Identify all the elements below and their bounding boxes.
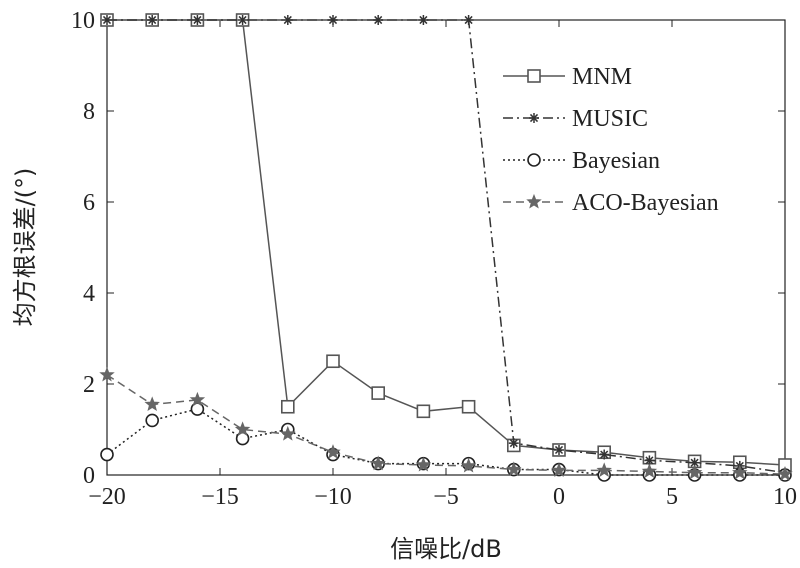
axis-ticks: −20 −15 −10 −5 0 5 10 0 2 4 6 8 10: [71, 8, 797, 510]
series-line-music: [107, 19, 786, 474]
asterisk-stroke: [102, 15, 112, 25]
data-point-mnm: [326, 354, 340, 369]
asterisk-stroke: [464, 15, 473, 25]
data-point-aco-bayesian: [460, 457, 477, 473]
y-axis-label: 均方根误差/(°): [11, 168, 39, 327]
asterisk-stroke: [554, 445, 564, 455]
data-point-aco-bayesian: [641, 463, 658, 478]
data-point-music: [237, 15, 248, 25]
x-tick-label: −10: [314, 484, 352, 510]
data-point-aco-bayesian: [325, 444, 341, 459]
data-point-music: [689, 457, 700, 468]
asterisk-stroke: [645, 456, 654, 465]
legend-box: [498, 55, 775, 225]
data-point-aco-bayesian: [144, 396, 160, 412]
legend-marker-mnm: [527, 69, 541, 83]
data-point-music: [192, 15, 203, 25]
y-tick-label: 6: [83, 190, 95, 216]
series-line-aco-bayesian: [106, 374, 786, 475]
legend-label-bayesian: Bayesian: [572, 148, 660, 174]
x-axis-label: 信噪比/dB: [390, 535, 502, 563]
asterisk-stroke: [148, 15, 157, 25]
data-point-aco-bayesian: [415, 456, 432, 472]
asterisk-stroke: [238, 15, 247, 25]
data-point-aco-bayesian: [686, 464, 703, 480]
asterisk-stroke: [690, 458, 699, 467]
y-tick-label: 2: [83, 372, 95, 398]
data-point-aco-bayesian: [596, 462, 612, 478]
data-point-music: [102, 15, 112, 25]
data-point-music: [463, 15, 474, 25]
data-point-aco-bayesian: [234, 421, 251, 437]
legend-label-mnm: MNM: [572, 64, 632, 90]
data-point-aco-bayesian: [280, 425, 296, 441]
legend-marker-music: [529, 113, 539, 123]
legend-label-music: MUSIC: [572, 106, 648, 132]
asterisk-stroke: [419, 15, 428, 25]
x-tick-label: 0: [553, 484, 565, 510]
data-point-bayesian: [145, 413, 159, 428]
data-point-music: [373, 15, 384, 25]
y-tick-label: 4: [83, 281, 95, 307]
data-point-aco-bayesian: [506, 461, 522, 477]
data-point-music: [554, 444, 564, 455]
asterisk-stroke: [529, 113, 539, 123]
data-point-mnm: [371, 386, 386, 400]
x-tick-label: 5: [666, 484, 678, 510]
data-point-mnm: [416, 404, 431, 419]
series-layer: [99, 13, 793, 482]
data-point-aco-bayesian: [370, 455, 386, 471]
asterisk-stroke: [193, 15, 202, 25]
data-point-music: [282, 15, 293, 25]
legend-label-aco-bayesian: ACO-Bayesian: [572, 190, 719, 216]
data-point-aco-bayesian: [189, 391, 206, 407]
data-point-aco-bayesian: [777, 465, 793, 481]
legend: MNM MUSIC Bayesian ACO-Bayesian: [498, 55, 775, 225]
legend-marker-aco-bayesian: [526, 193, 542, 209]
asterisk-stroke: [328, 15, 338, 25]
asterisk-stroke: [374, 15, 383, 25]
data-point-mnm: [461, 399, 476, 414]
data-point-mnm: [280, 399, 295, 414]
data-point-aco-bayesian: [551, 462, 567, 478]
x-tick-label: 10: [773, 484, 797, 510]
data-point-music: [328, 15, 338, 25]
series-line-bayesian: [106, 408, 785, 476]
data-point-music: [418, 15, 429, 25]
asterisk-stroke: [283, 15, 292, 25]
data-point-music: [508, 438, 519, 449]
series-line-mnm: [107, 19, 786, 466]
x-tick-label: −15: [201, 484, 239, 510]
asterisk-stroke: [509, 439, 518, 448]
legend-marker-bayesian: [527, 153, 541, 167]
data-point-bayesian: [100, 447, 114, 462]
series-music: [102, 15, 790, 478]
y-tick-label: 10: [71, 8, 95, 34]
data-point-aco-bayesian: [99, 366, 115, 382]
x-tick-label: −5: [433, 484, 459, 510]
y-tick-label: 8: [83, 99, 95, 125]
x-tick-label: −20: [88, 484, 126, 510]
series-aco-bayesian: [99, 366, 793, 481]
data-point-music: [599, 449, 610, 460]
y-tick-label: 0: [83, 463, 95, 489]
asterisk-stroke: [600, 450, 609, 459]
data-point-music: [644, 455, 655, 466]
data-point-music: [147, 15, 158, 25]
data-point-aco-bayesian: [732, 464, 748, 480]
